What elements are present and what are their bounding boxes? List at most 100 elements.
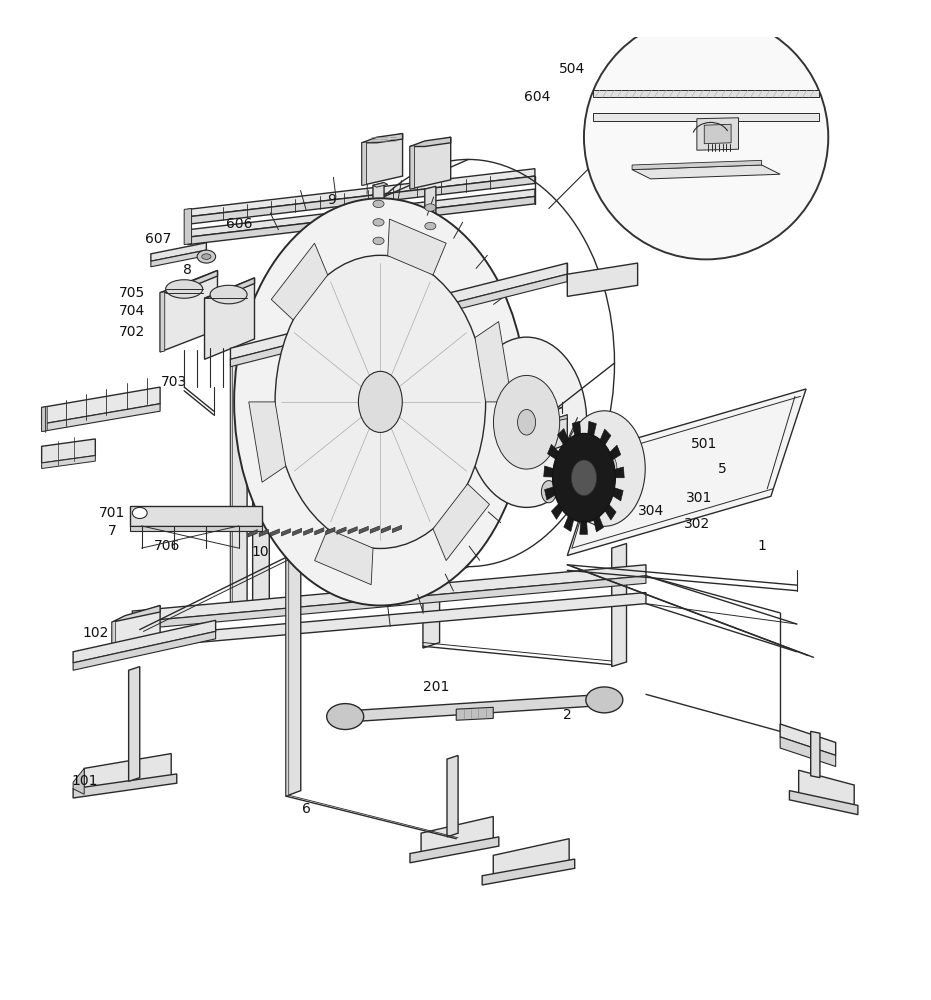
Polygon shape xyxy=(811,731,820,778)
Polygon shape xyxy=(382,526,390,533)
Circle shape xyxy=(584,15,829,259)
Polygon shape xyxy=(573,421,581,435)
Polygon shape xyxy=(84,754,171,794)
Polygon shape xyxy=(605,505,616,520)
Polygon shape xyxy=(359,526,369,534)
Polygon shape xyxy=(188,176,535,224)
Polygon shape xyxy=(425,186,436,258)
Polygon shape xyxy=(421,817,493,859)
Polygon shape xyxy=(188,189,535,237)
Polygon shape xyxy=(373,183,388,187)
Text: 601: 601 xyxy=(636,208,662,222)
Polygon shape xyxy=(160,292,165,352)
Ellipse shape xyxy=(166,280,203,298)
Polygon shape xyxy=(410,137,451,189)
Ellipse shape xyxy=(210,285,247,304)
Text: 302: 302 xyxy=(683,517,710,531)
Polygon shape xyxy=(231,263,567,359)
Polygon shape xyxy=(362,134,402,143)
Ellipse shape xyxy=(592,451,617,486)
Ellipse shape xyxy=(586,687,623,713)
Polygon shape xyxy=(632,160,762,170)
Polygon shape xyxy=(231,358,233,611)
Text: 702: 702 xyxy=(119,325,145,339)
Polygon shape xyxy=(184,208,192,245)
Ellipse shape xyxy=(425,222,436,230)
Polygon shape xyxy=(593,90,819,97)
Text: 7: 7 xyxy=(108,524,116,538)
Polygon shape xyxy=(600,429,611,445)
Text: 101: 101 xyxy=(71,774,98,788)
Ellipse shape xyxy=(202,254,211,259)
Ellipse shape xyxy=(327,704,364,730)
Polygon shape xyxy=(205,278,254,298)
Text: 605: 605 xyxy=(674,62,701,76)
Polygon shape xyxy=(281,529,290,536)
Ellipse shape xyxy=(275,255,486,548)
Polygon shape xyxy=(594,517,603,532)
Polygon shape xyxy=(373,183,385,254)
Polygon shape xyxy=(410,146,414,189)
Polygon shape xyxy=(74,768,84,794)
Ellipse shape xyxy=(425,204,436,211)
Polygon shape xyxy=(392,525,401,533)
Polygon shape xyxy=(74,631,216,670)
Polygon shape xyxy=(614,467,624,478)
Text: 2: 2 xyxy=(563,708,572,722)
Ellipse shape xyxy=(466,337,587,507)
Polygon shape xyxy=(132,593,646,648)
Polygon shape xyxy=(286,545,289,796)
Polygon shape xyxy=(112,621,115,661)
Polygon shape xyxy=(387,219,446,275)
Polygon shape xyxy=(252,361,269,618)
Ellipse shape xyxy=(132,507,147,519)
Text: 607: 607 xyxy=(145,232,171,246)
Polygon shape xyxy=(286,541,301,546)
Polygon shape xyxy=(704,124,731,144)
Polygon shape xyxy=(362,134,402,185)
Text: 4: 4 xyxy=(543,456,551,470)
Ellipse shape xyxy=(493,375,560,469)
Text: 401: 401 xyxy=(387,417,414,431)
Polygon shape xyxy=(231,354,247,359)
Polygon shape xyxy=(362,142,367,185)
Polygon shape xyxy=(547,444,559,459)
Polygon shape xyxy=(345,694,604,722)
Polygon shape xyxy=(112,606,160,661)
Polygon shape xyxy=(112,606,160,622)
Polygon shape xyxy=(132,565,646,622)
Polygon shape xyxy=(188,196,535,245)
Text: 8: 8 xyxy=(183,263,193,277)
Text: 704: 704 xyxy=(119,304,145,318)
Polygon shape xyxy=(188,169,535,217)
Polygon shape xyxy=(271,243,328,320)
Polygon shape xyxy=(304,528,313,535)
Polygon shape xyxy=(534,415,567,426)
Polygon shape xyxy=(632,165,780,179)
Text: 705: 705 xyxy=(119,286,145,300)
Polygon shape xyxy=(410,137,451,146)
Polygon shape xyxy=(564,516,573,532)
Polygon shape xyxy=(544,466,553,477)
Text: 501: 501 xyxy=(691,437,718,451)
Ellipse shape xyxy=(518,409,535,435)
Polygon shape xyxy=(423,444,439,450)
Polygon shape xyxy=(315,529,373,585)
Polygon shape xyxy=(580,522,587,534)
Ellipse shape xyxy=(358,371,402,432)
Polygon shape xyxy=(74,620,216,663)
Text: 701: 701 xyxy=(99,506,125,520)
Ellipse shape xyxy=(563,411,645,526)
Text: 303: 303 xyxy=(571,478,597,492)
Text: 703: 703 xyxy=(161,375,187,389)
Polygon shape xyxy=(456,707,493,720)
Polygon shape xyxy=(259,529,268,537)
Text: 606: 606 xyxy=(226,217,253,231)
Polygon shape xyxy=(160,270,218,293)
Polygon shape xyxy=(799,770,854,811)
Text: 3: 3 xyxy=(598,504,607,518)
Polygon shape xyxy=(567,389,806,556)
Polygon shape xyxy=(160,270,218,352)
Polygon shape xyxy=(248,530,257,537)
Polygon shape xyxy=(697,118,738,150)
